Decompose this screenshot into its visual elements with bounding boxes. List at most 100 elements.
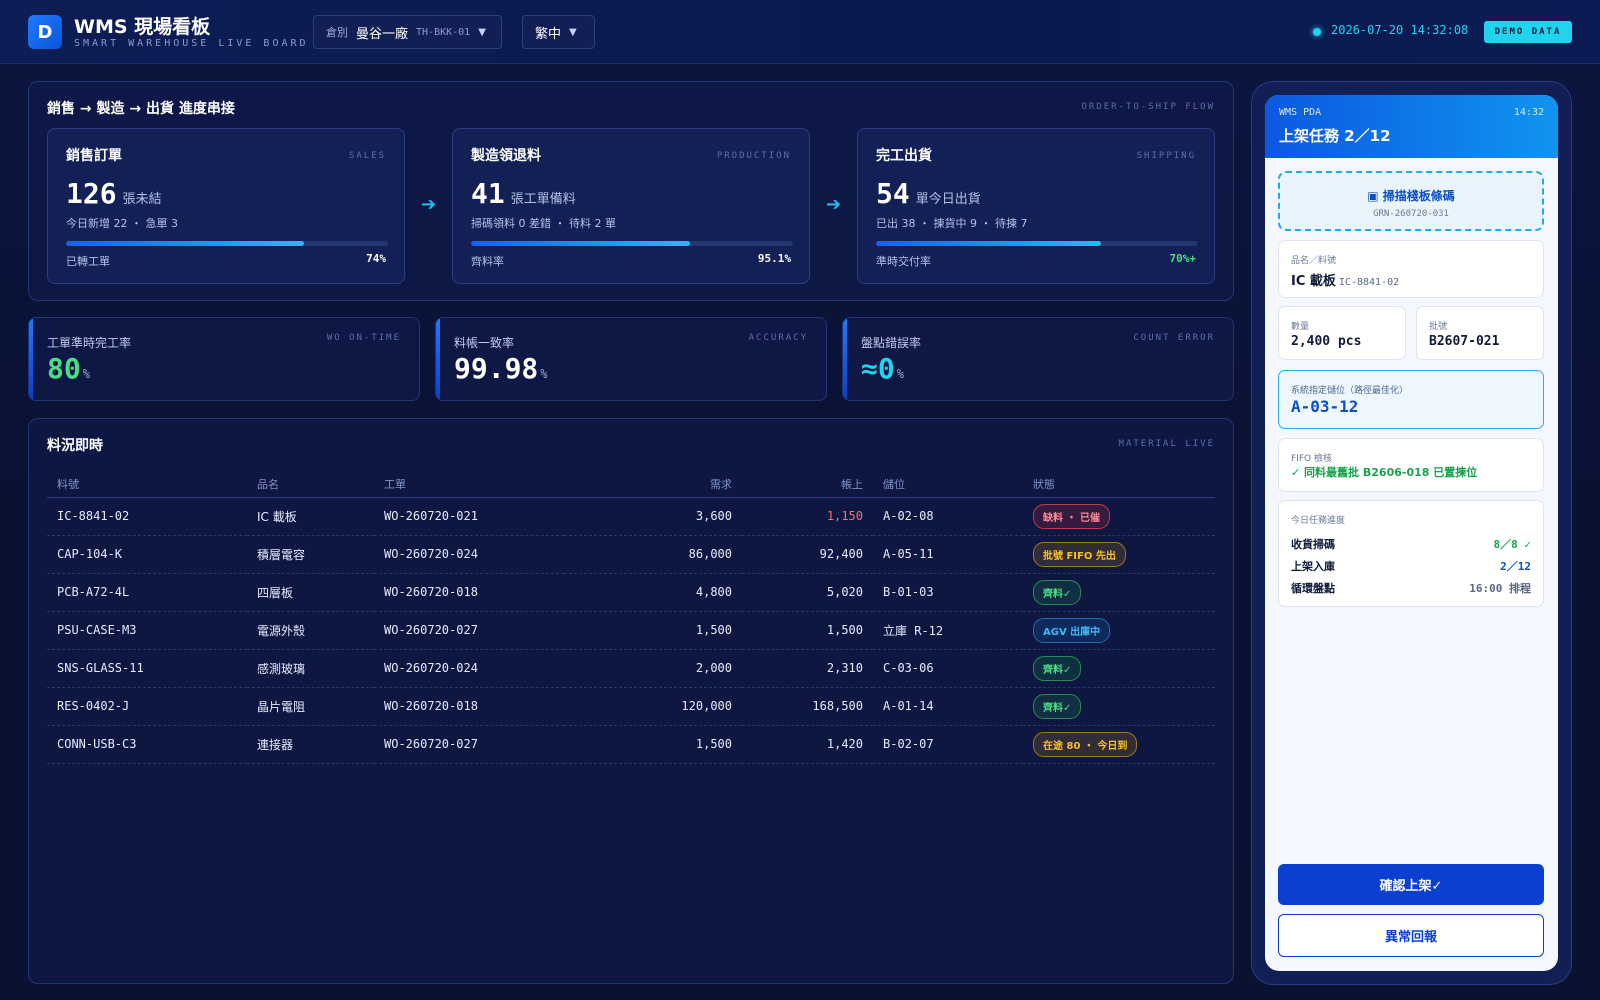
- demand-cell: 1,500: [564, 611, 742, 650]
- status-cell: 在途 80 ・ 今日到: [1023, 725, 1215, 764]
- table-row[interactable]: RES-0402-J 晶片電阻 WO-260720-018 120,000 168,50…: [47, 687, 1215, 726]
- material-tag: MATERIAL LIVE: [1118, 439, 1215, 449]
- warehouse-selector[interactable]: 倉別 曼谷一廠 TH-BKK-01 ▼: [313, 15, 502, 49]
- progress-row-value: 16:00 排程: [1469, 582, 1531, 595]
- column-header: 帳上: [742, 471, 873, 498]
- flow-card-production[interactable]: 製造領退料 PRODUCTION 41 張工單備料 掃碼領料 0 差錯 ・ 待料 …: [452, 128, 810, 284]
- table-header-row: 料號 品名 工單 需求 帳上 儲位 狀態: [47, 471, 1215, 498]
- confirm-putaway-button[interactable]: 確認上架✓: [1278, 864, 1544, 905]
- card-subtext: 已出 38 ・ 揀貨中 9 ・ 待揀 7: [876, 217, 1028, 230]
- warehouse-value: 曼谷一廠: [356, 26, 409, 42]
- demand-cell: 120,000: [564, 687, 742, 726]
- item-name-cell: IC 載板: [247, 497, 374, 536]
- stock-cell: 2,310: [742, 649, 873, 688]
- column-header: 儲位: [873, 471, 1023, 498]
- kpi-card-accuracy[interactable]: 料帳一致率 ACCURACY 99.98%: [435, 317, 827, 401]
- kpi-label: 料帳一致率: [454, 336, 515, 350]
- item-value: IC 載板 IC-8841-02: [1291, 270, 1399, 289]
- part-number-cell: PCB-A72-4L: [47, 573, 247, 612]
- item-code: IC-8841-02: [1338, 277, 1400, 288]
- status-cell: 齊料✓: [1023, 573, 1215, 612]
- top-header: D WMS 現場看板 SMART WAREHOUSE LIVE BOARD 倉別…: [0, 0, 1600, 64]
- flow-card-sales[interactable]: 銷售訂單 SALES 126 張未結 今日新增 22 ・ 急單 3 已轉工單 74…: [47, 128, 405, 284]
- card-number: 41 張工單備料: [471, 177, 576, 210]
- location-cell: B-01-03: [873, 573, 1023, 612]
- status-badge: 齊料✓: [1033, 693, 1082, 719]
- stock-cell: 5,020: [742, 573, 873, 612]
- datetime: 2026-07-20 14:32:08: [1331, 23, 1469, 37]
- table-row[interactable]: SNS-GLASS-11 感測玻璃 WO-260720-024 2,000 2,310 C…: [47, 649, 1215, 688]
- table-row[interactable]: PSU-CASE-M3 電源外殼 WO-260720-027 1,500 1,500 立庫…: [47, 611, 1215, 650]
- qty-value: 2,400 pcs: [1291, 334, 1362, 349]
- kpi-label: 工單準時完工率: [47, 336, 132, 350]
- flow-title: 銷售 → 製造 → 出貨 進度串接: [47, 101, 235, 117]
- qty-label: 數量: [1291, 322, 1310, 332]
- card-number: 54 單今日出貨: [876, 177, 981, 210]
- card-number-value: 41: [471, 177, 505, 210]
- progress-fill: [471, 241, 690, 246]
- column-header: 工單: [374, 471, 564, 498]
- progress-row-label: 循環盤點: [1291, 582, 1335, 595]
- progress-bar: [471, 241, 793, 246]
- warehouse-code: TH-BKK-01: [416, 26, 471, 38]
- language-selector[interactable]: 繁中 ▼: [522, 15, 595, 49]
- progress-value: 74%: [366, 252, 386, 265]
- demand-cell: 2,000: [564, 649, 742, 688]
- assigned-location-card: 系統指定儲位（路徑最佳化） A-03-12: [1278, 370, 1544, 429]
- item-name-cell: 連接器: [247, 725, 374, 764]
- stock-cell: 92,400: [742, 535, 873, 574]
- kpi-tag: COUNT ERROR: [1133, 333, 1215, 343]
- kpi-card-count-error[interactable]: 盤點錯誤率 COUNT ERROR ≈0%: [842, 317, 1234, 401]
- table-row[interactable]: PCB-A72-4L 四層板 WO-260720-018 4,800 5,020 B-01…: [47, 573, 1215, 612]
- kpi-unit: %: [82, 367, 90, 381]
- table-row[interactable]: CONN-USB-C3 連接器 WO-260720-027 1,500 1,420 B-0…: [47, 725, 1215, 764]
- language-value: 繁中: [535, 26, 562, 42]
- demand-cell: 3,600: [564, 497, 742, 536]
- demo-badge: DEMO DATA: [1484, 21, 1572, 43]
- scan-title: ▣ 掃描棧板條碼: [1367, 189, 1455, 203]
- report-exception-button[interactable]: 異常回報: [1278, 914, 1544, 957]
- stock-cell: 168,500: [742, 687, 873, 726]
- kpi-value: ≈0%: [861, 352, 904, 385]
- status-badge: 批號 FIFO 先出: [1033, 541, 1126, 567]
- card-title: 完工出貨: [876, 148, 932, 164]
- arrow-right-icon: ➔: [421, 194, 437, 215]
- location-cell: A-02-08: [873, 497, 1023, 536]
- scan-barcode-area[interactable]: ▣ 掃描棧板條碼 GRN-260720-031: [1278, 171, 1544, 231]
- table-row[interactable]: IC-8841-02 IC 載板 WO-260720-021 3,600 1,150 A-…: [47, 497, 1215, 536]
- item-card: 品名／料號 IC 載板 IC-8841-02: [1278, 240, 1544, 298]
- status-badge: AGV 出庫中: [1033, 617, 1111, 643]
- card-unit: 張工單備料: [510, 192, 576, 207]
- demand-cell: 86,000: [564, 535, 742, 574]
- location-value: A-03-12: [1291, 397, 1359, 416]
- location-cell: C-03-06: [873, 649, 1023, 688]
- stock-cell: 1,500: [742, 611, 873, 650]
- pda-screen: WMS PDA 14:32 上架任務 2／12 ▣ 掃描棧板條碼 GRN-260…: [1265, 95, 1558, 971]
- progress-label: 已轉工單: [66, 255, 110, 268]
- status-cell: 缺料 ・ 已催: [1023, 497, 1215, 536]
- column-header: 需求: [564, 471, 742, 498]
- flow-panel: 銷售 → 製造 → 出貨 進度串接 ORDER-TO-SHIP FLOW 銷售訂…: [28, 81, 1234, 301]
- status-badge: 齊料✓: [1033, 655, 1082, 681]
- chevron-down-icon: ▼: [478, 26, 486, 38]
- part-number-cell: RES-0402-J: [47, 687, 247, 726]
- kpi-number: 99.98: [454, 352, 539, 385]
- work-order-cell: WO-260720-024: [374, 535, 564, 574]
- progress-value: 70%+: [1169, 252, 1197, 265]
- lot-card: 批號 B2607-021: [1416, 306, 1544, 360]
- item-label: 品名／料號: [1291, 256, 1337, 266]
- flow-card-shipping[interactable]: 完工出貨 SHIPPING 54 單今日出貨 已出 38 ・ 揀貨中 9 ・ 待揀…: [857, 128, 1215, 284]
- kpi-accent: [843, 318, 847, 400]
- part-number-cell: IC-8841-02: [47, 497, 247, 536]
- kpi-tag: WO ON-TIME: [326, 333, 401, 343]
- lot-value: B2607-021: [1429, 334, 1500, 349]
- progress-row-label: 上架入庫: [1291, 560, 1335, 573]
- item-name-cell: 電源外殼: [247, 611, 374, 650]
- progress-row-value: 2／12: [1500, 560, 1531, 573]
- table-row[interactable]: CAP-104-K 積層電容 WO-260720-024 86,000 92,400 A-…: [47, 535, 1215, 574]
- card-number-value: 54: [876, 177, 910, 210]
- progress-row: 收貨掃碼 8／8 ✓: [1291, 536, 1531, 552]
- card-tag: SHIPPING: [1136, 151, 1196, 161]
- kpi-card-wo-ontime[interactable]: 工單準時完工率 WO ON-TIME 80%: [28, 317, 420, 401]
- status-badge: 在途 80 ・ 今日到: [1033, 731, 1138, 757]
